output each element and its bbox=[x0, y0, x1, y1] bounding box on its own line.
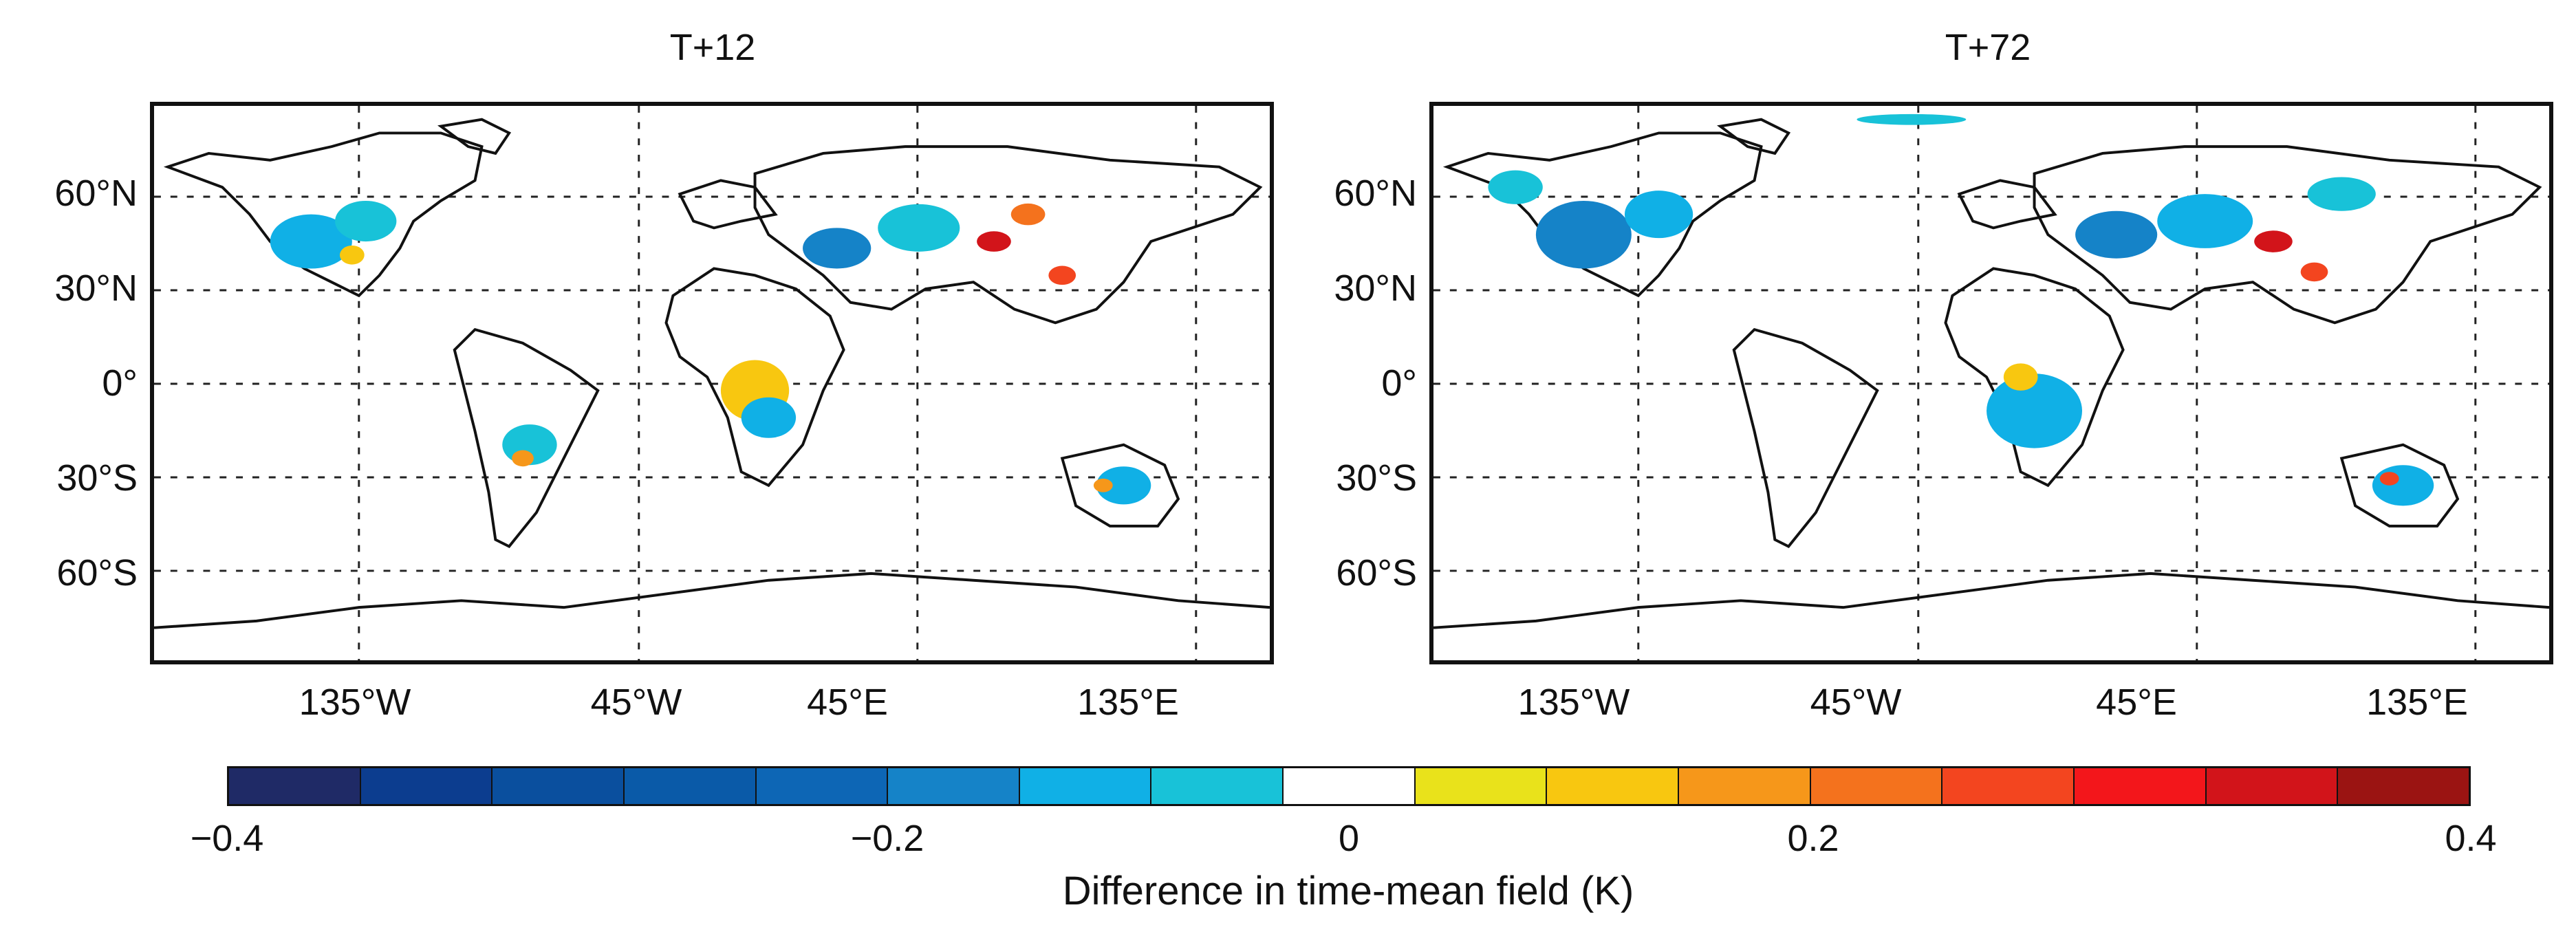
lat-label-30s-right: 30°S bbox=[1336, 457, 1417, 499]
lat-label-60n-right: 60°N bbox=[1334, 173, 1417, 214]
colorbar-segment-3 bbox=[624, 768, 757, 804]
colorbar-segment-11 bbox=[1679, 768, 1811, 804]
anomaly-blobs bbox=[1488, 113, 2434, 506]
colorbar-segment-0 bbox=[229, 768, 361, 804]
world-map-t12 bbox=[154, 106, 1270, 660]
map-panel-t12 bbox=[150, 102, 1274, 664]
colorbar-label: Difference in time-mean field (K) bbox=[1062, 869, 1634, 913]
lat-label-30n-right: 30°N bbox=[1334, 268, 1417, 309]
colorbar-segment-15 bbox=[2206, 768, 2339, 804]
colorbar-segment-8 bbox=[1284, 768, 1416, 804]
lon-label-45w-left: 45°W bbox=[590, 682, 682, 723]
lon-label-135e-left: 135°E bbox=[1077, 682, 1179, 723]
colorbar-segment-1 bbox=[360, 768, 493, 804]
lat-label-0-right: 0° bbox=[1381, 362, 1417, 404]
colorbar-segment-9 bbox=[1415, 768, 1548, 804]
colorbar-tick-02: 0.2 bbox=[1787, 818, 1839, 859]
colorbar-tick-zero: 0 bbox=[1338, 818, 1360, 859]
lon-label-45e-right: 45°E bbox=[2096, 682, 2177, 723]
lon-label-45e-left: 45°E bbox=[807, 682, 888, 723]
lon-label-135w-left: 135°W bbox=[299, 682, 411, 723]
lat-label-60s-right: 60°S bbox=[1336, 552, 1417, 594]
panel-title-right: T+72 bbox=[1945, 27, 2031, 68]
colorbar bbox=[227, 766, 2471, 806]
colorbar-segment-13 bbox=[1942, 768, 2075, 804]
lon-label-45w-right: 45°W bbox=[1810, 682, 1902, 723]
panel-title-left: T+12 bbox=[669, 27, 756, 68]
lat-label-60s-left: 60°S bbox=[56, 552, 138, 594]
colorbar-tick-neg04: −0.4 bbox=[190, 818, 264, 859]
colorbar-tick-04: 0.4 bbox=[2445, 818, 2497, 859]
lon-label-135w-right: 135°W bbox=[1517, 682, 1630, 723]
coastlines bbox=[1433, 118, 2549, 629]
lat-label-30n-left: 30°N bbox=[54, 268, 138, 309]
colorbar-segment-14 bbox=[2074, 768, 2207, 804]
map-panel-t72 bbox=[1429, 102, 2553, 664]
colorbar-segment-12 bbox=[1810, 768, 1943, 804]
colorbar-segment-10 bbox=[1547, 768, 1680, 804]
colorbar-segment-4 bbox=[756, 768, 889, 804]
lat-label-30s-left: 30°S bbox=[56, 457, 138, 499]
world-map-t72 bbox=[1433, 106, 2549, 660]
colorbar-segment-7 bbox=[1151, 768, 1284, 804]
colorbar-segment-16 bbox=[2338, 768, 2469, 804]
coastlines bbox=[154, 118, 1270, 629]
colorbar-segment-6 bbox=[1019, 768, 1152, 804]
graticule bbox=[1433, 106, 2549, 660]
colorbar-segment-2 bbox=[493, 768, 625, 804]
anomaly-blobs bbox=[270, 200, 1151, 505]
colorbar-segment-5 bbox=[888, 768, 1020, 804]
colorbar-tick-neg02: −0.2 bbox=[850, 818, 924, 859]
lat-label-60n-left: 60°N bbox=[54, 173, 138, 214]
lon-label-135e-right: 135°E bbox=[2366, 682, 2468, 723]
graticule bbox=[154, 106, 1270, 660]
lat-label-0-left: 0° bbox=[102, 362, 138, 404]
